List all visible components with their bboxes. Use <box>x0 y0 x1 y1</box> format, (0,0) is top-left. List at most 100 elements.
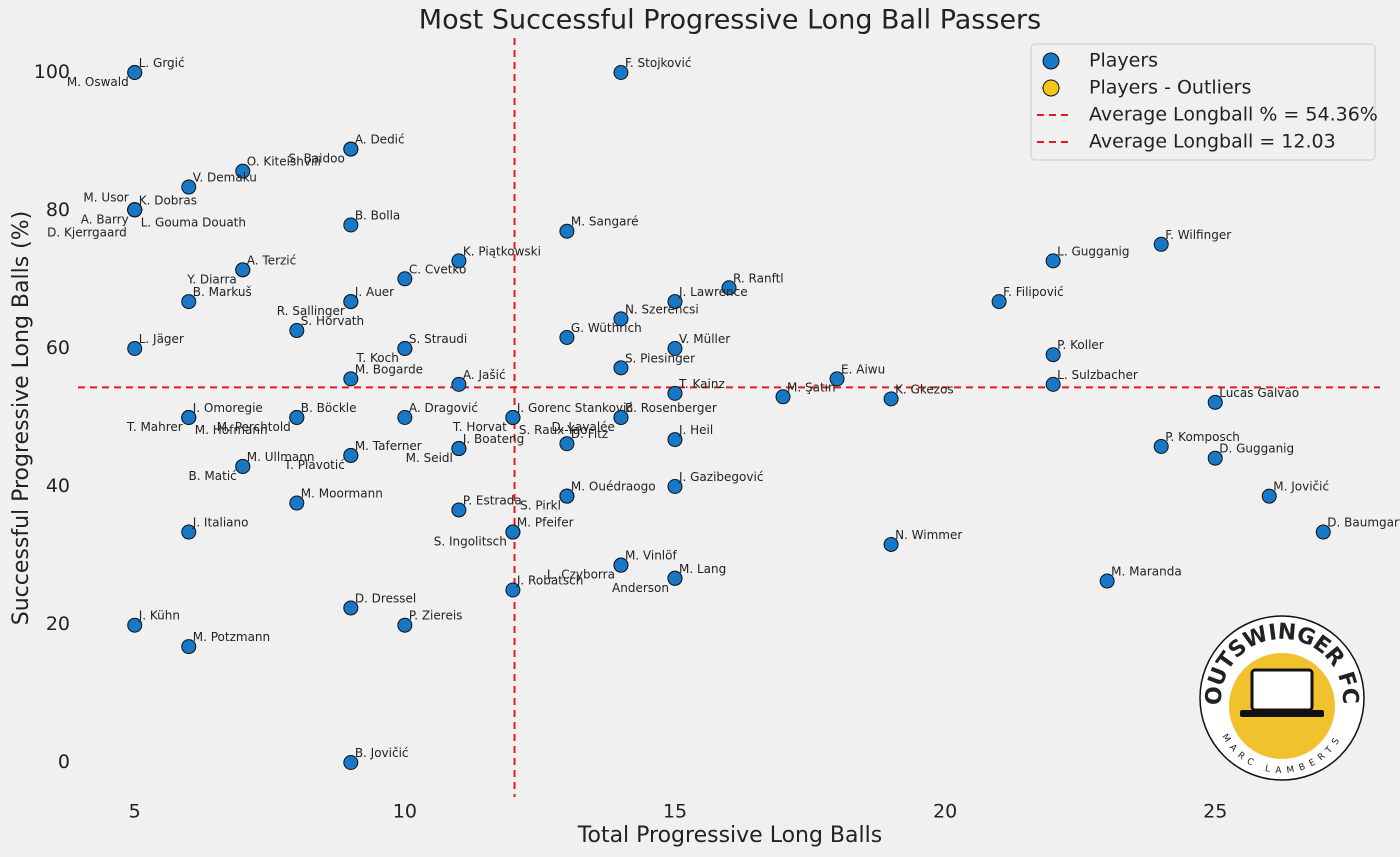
point <box>991 294 1007 310</box>
point <box>127 65 143 80</box>
point-label: S. Piesinger <box>625 351 695 365</box>
point <box>883 391 899 407</box>
point <box>613 557 629 573</box>
point-label: A. Dragović <box>409 401 478 415</box>
x-tick-label: 10 <box>393 801 417 823</box>
point-label: S. Ingolitsch <box>434 535 507 549</box>
point <box>829 371 845 387</box>
point <box>1315 524 1331 540</box>
point-label: L. Jäger <box>139 332 184 346</box>
point-label: M. Maranda <box>1111 565 1182 579</box>
point-label: R. Ranftl <box>733 271 784 285</box>
point-label: J. Boateng <box>462 432 524 446</box>
point <box>451 441 467 457</box>
point-label: A. Jašić <box>463 368 506 382</box>
point <box>667 479 683 494</box>
y-tick-label: 0 <box>58 751 70 773</box>
point <box>1207 450 1223 466</box>
point <box>127 202 143 218</box>
point-label: C. Cvetko <box>409 262 466 276</box>
point-label: J. Kühn <box>138 609 180 623</box>
point-label: Y. Diarra <box>186 272 236 286</box>
point <box>721 280 737 296</box>
point-label: M. Bogarde <box>355 362 423 376</box>
logo-laptop-base <box>1240 710 1324 717</box>
point-label: M. Usor <box>83 190 128 204</box>
point <box>289 410 305 425</box>
point-label: O. Kiteishvili <box>247 155 321 169</box>
point-label: T. Horvat <box>452 420 507 434</box>
point <box>343 371 359 387</box>
point-label: L. Gugganig <box>1057 244 1129 258</box>
point <box>127 341 143 356</box>
point <box>505 410 521 425</box>
point-label: M. Pfeifer <box>517 516 574 530</box>
point-label: M. Seidl <box>406 451 453 465</box>
point-label: B. Böckle <box>301 401 357 415</box>
point-label: T. Plavotić <box>283 458 345 472</box>
point <box>397 617 413 633</box>
point-label: S. Pirkl <box>520 499 561 513</box>
point-label: J. Lawrence <box>678 285 748 299</box>
point <box>883 536 899 552</box>
point-label: L. Gouma Douath <box>141 215 246 229</box>
point-label: M. Taferner <box>355 439 422 453</box>
point-label: P. Komposch <box>1165 430 1240 444</box>
point-label: D. Baumgartner <box>1327 516 1400 530</box>
point-label: M. Ullmann <box>247 450 315 464</box>
point <box>451 253 467 269</box>
point <box>667 294 683 310</box>
point-label: F. Wilfinger <box>1165 228 1231 242</box>
point-label: D. Lavalée <box>551 420 614 434</box>
point-label: M. Jovičić <box>1273 480 1329 494</box>
point <box>343 217 359 233</box>
point <box>559 223 575 239</box>
point-label: J. Gorenc Stanković <box>516 401 633 415</box>
point-label: S. Raux-Yao <box>519 423 588 437</box>
y-tick-label: 20 <box>46 613 70 635</box>
point <box>181 410 197 425</box>
point-label: B. Markuš <box>193 285 252 299</box>
point <box>1153 236 1169 252</box>
legend-marker <box>1042 52 1060 70</box>
point <box>289 495 305 511</box>
point-label: K. Gkezos <box>895 382 954 396</box>
point <box>181 294 197 310</box>
point-label: L. Czyborra <box>547 568 615 582</box>
point <box>1045 253 1061 269</box>
point-label: P. Koller <box>1057 338 1104 352</box>
point-label: J. Italiano <box>192 516 249 530</box>
point <box>667 385 683 401</box>
point-label: B. Matić <box>189 469 237 483</box>
point <box>559 329 575 345</box>
point-label: P. Estrada <box>463 493 522 507</box>
point <box>397 341 413 356</box>
point-label: N. Szerencsi <box>625 302 699 316</box>
point <box>451 502 467 518</box>
point <box>343 294 359 310</box>
point <box>343 141 359 157</box>
point-label: J. Robatsch <box>516 574 583 588</box>
point <box>1153 438 1169 454</box>
x-tick-label: 5 <box>129 801 141 823</box>
point <box>235 458 251 474</box>
point-label: S. Straudi <box>409 332 467 346</box>
logo: OUTSWINGER FC MARC LAMBERTS <box>1199 615 1365 781</box>
point-label: F. Stojković <box>625 56 692 70</box>
point-label: Lucas Galvão <box>1219 386 1299 400</box>
point-label: M. Perchtold <box>217 420 291 434</box>
point-label: L. Grgić <box>139 56 185 70</box>
legend-box <box>1030 43 1376 161</box>
point <box>289 323 305 339</box>
point <box>1099 573 1115 589</box>
point-label: J. Omoregie <box>192 401 263 415</box>
point-label: J. Heil <box>678 423 713 437</box>
point <box>1045 347 1061 363</box>
chart-title: Most Successful Progressive Long Ball Pa… <box>419 5 1041 36</box>
point <box>397 271 413 287</box>
point-label: L. Sulzbacher <box>1057 368 1138 382</box>
point <box>1207 394 1223 410</box>
point-label: M. Sangaré <box>571 215 639 229</box>
point <box>1045 376 1061 392</box>
